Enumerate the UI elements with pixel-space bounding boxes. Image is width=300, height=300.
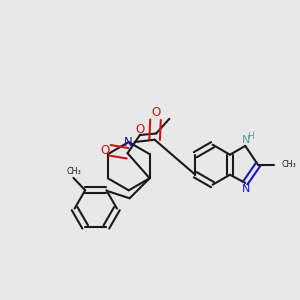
Text: CH₃: CH₃ <box>282 160 296 169</box>
Text: CH₃: CH₃ <box>66 167 81 176</box>
Text: N: N <box>242 184 250 194</box>
Text: O: O <box>136 123 145 136</box>
Text: N: N <box>124 136 133 148</box>
Text: O: O <box>100 144 109 157</box>
Text: N: N <box>242 135 250 145</box>
Text: H: H <box>248 132 254 141</box>
Text: O: O <box>151 106 160 119</box>
